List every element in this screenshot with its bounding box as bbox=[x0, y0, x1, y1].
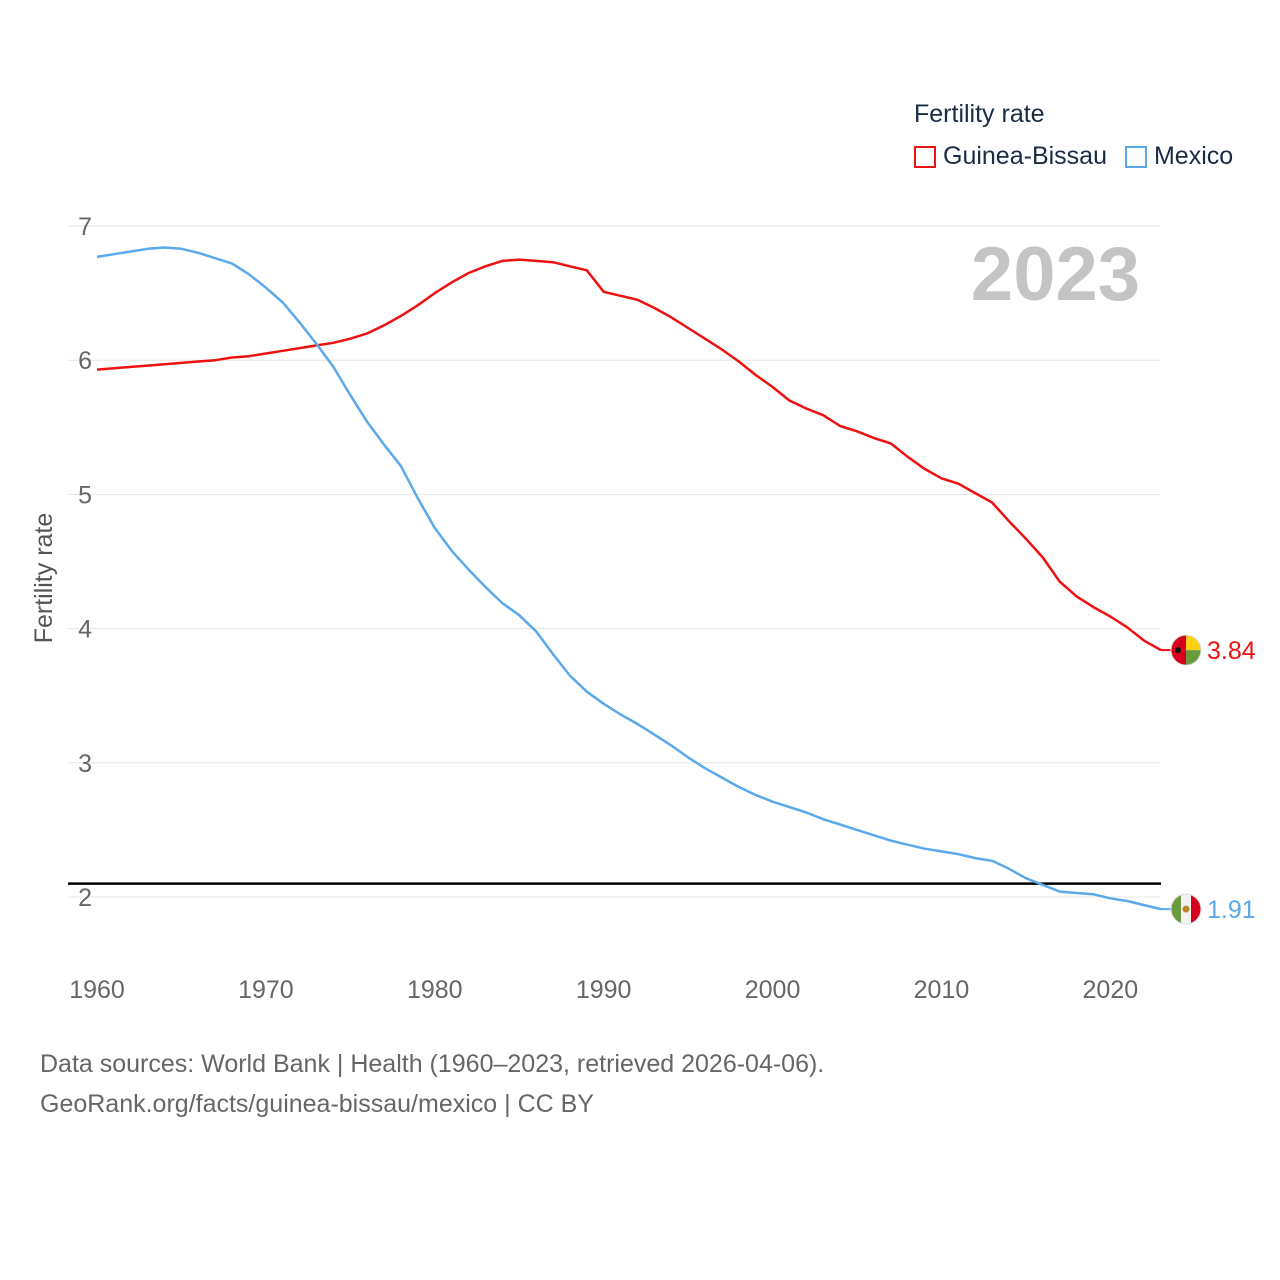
end-markers: 3.84 1.91 bbox=[1161, 634, 1256, 925]
legend-label-mexico: Mexico bbox=[1153, 142, 1234, 170]
x-tick-label: 2020 bbox=[1083, 976, 1139, 1004]
flag-segment bbox=[1171, 650, 1186, 666]
y-tick-label: 4 bbox=[78, 616, 92, 644]
series-line-mexico bbox=[96, 246, 1162, 911]
x-tick-label: 2000 bbox=[745, 976, 801, 1004]
x-tick-label: 1960 bbox=[69, 976, 125, 1004]
flag-icon-mexico bbox=[1170, 893, 1202, 925]
year-watermark: 2023 bbox=[971, 232, 1140, 317]
footer-sources: Data sources: World Bank | Health (1960–… bbox=[40, 1050, 825, 1078]
legend-item-guinea-bissau[interactable]: Guinea-Bissau bbox=[914, 142, 1107, 171]
x-tick-label: 1980 bbox=[407, 976, 463, 1004]
x-tick-label: 2010 bbox=[914, 976, 970, 1004]
flag-emblem bbox=[1182, 905, 1190, 913]
legend-item-mexico[interactable]: Mexico bbox=[1124, 142, 1234, 171]
y-tick-label: 7 bbox=[78, 213, 92, 241]
flag-segment bbox=[1171, 895, 1181, 924]
legend-swatch-mexico bbox=[1124, 145, 1147, 168]
y-axis-title: Fertility rate bbox=[30, 513, 58, 644]
axis-labels: 2 3 4 5 6 7 1960 1970 1980 1990 2000 2010 2020 bbox=[69, 213, 1138, 1004]
y-tick-label: 5 bbox=[78, 481, 92, 509]
footer: Data sources: World Bank | Health (1960–… bbox=[40, 1044, 824, 1124]
flag-star bbox=[1175, 647, 1181, 654]
series-lines bbox=[96, 246, 1162, 911]
legend: Guinea-Bissau Mexico bbox=[914, 142, 1233, 171]
grid-lines bbox=[68, 225, 1161, 898]
y-tick-label: 2 bbox=[78, 884, 92, 912]
x-tick-label: 1990 bbox=[576, 976, 632, 1004]
footer-attribution[interactable]: GeoRank.org/facts/guinea-bissau/mexico |… bbox=[40, 1090, 594, 1118]
x-tick-label: 1970 bbox=[238, 976, 294, 1004]
legend-swatch-guinea-bissau bbox=[914, 145, 936, 168]
y-tick-label: 6 bbox=[78, 347, 92, 375]
flag-segment bbox=[1191, 895, 1201, 924]
flag-border bbox=[1170, 893, 1202, 925]
flag-border bbox=[1170, 634, 1202, 666]
flag-segment bbox=[1171, 635, 1186, 651]
flag-segment bbox=[1186, 635, 1201, 651]
flag-segment bbox=[1186, 650, 1201, 666]
end-value-label-guinea-bissau: 3.84 bbox=[1207, 637, 1256, 665]
legend-title: Fertility rate bbox=[914, 100, 1045, 128]
end-value-label-mexico: 1.91 bbox=[1207, 896, 1256, 924]
y-tick-label: 3 bbox=[78, 750, 92, 778]
flag-icon-guinea-bissau bbox=[1170, 634, 1202, 666]
legend-label-guinea-bissau: Guinea-Bissau bbox=[943, 142, 1107, 170]
series-line-guinea-bissau bbox=[96, 258, 1162, 652]
